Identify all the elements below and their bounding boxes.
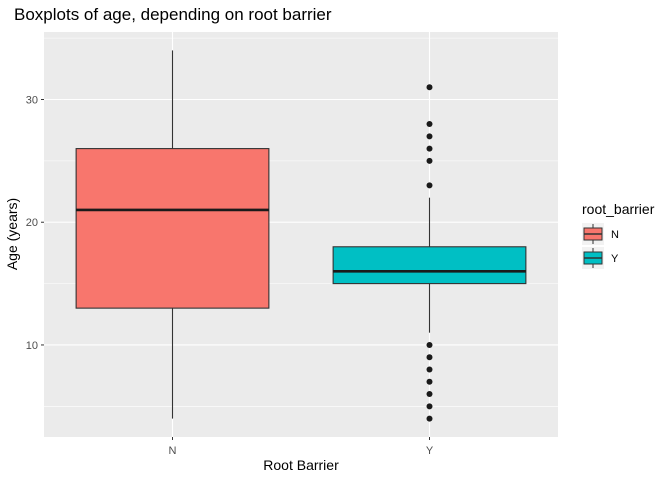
outlier-point (426, 157, 433, 164)
legend-label: N (611, 229, 619, 241)
x-tick-label: Y (426, 445, 434, 457)
outlier-point (426, 366, 433, 373)
outlier-point (426, 378, 433, 385)
legend-key-Y (582, 247, 604, 269)
outlier-point (426, 341, 433, 348)
outlier-point (426, 403, 433, 410)
outlier-point (426, 145, 433, 152)
y-axis: 10 20 30 (26, 95, 44, 352)
y-tick-label: 30 (26, 95, 38, 107)
y-tick-label: 20 (26, 217, 38, 229)
box-N (75, 50, 270, 419)
outlier-point (426, 354, 433, 361)
box-body (75, 148, 270, 309)
legend: root_barrier NY (582, 201, 655, 269)
y-tick-label: 10 (26, 340, 38, 352)
chart-title: Boxplots of age, depending on root barri… (14, 5, 332, 24)
outlier-point (426, 391, 433, 398)
outlier-point (426, 121, 433, 128)
outlier-point (426, 415, 433, 422)
outlier-point (426, 182, 433, 189)
outlier-point (426, 133, 433, 140)
x-tick-label: N (169, 445, 177, 457)
legend-label: Y (611, 253, 619, 265)
y-axis-title: Age (years) (4, 198, 20, 270)
legend-title: root_barrier (582, 201, 655, 217)
x-axis-title: Root Barrier (263, 457, 339, 473)
box-body (332, 246, 527, 285)
outlier-point (426, 84, 433, 91)
legend-key-N (582, 223, 604, 245)
box-Y (332, 84, 527, 422)
boxplot-series (75, 50, 527, 422)
